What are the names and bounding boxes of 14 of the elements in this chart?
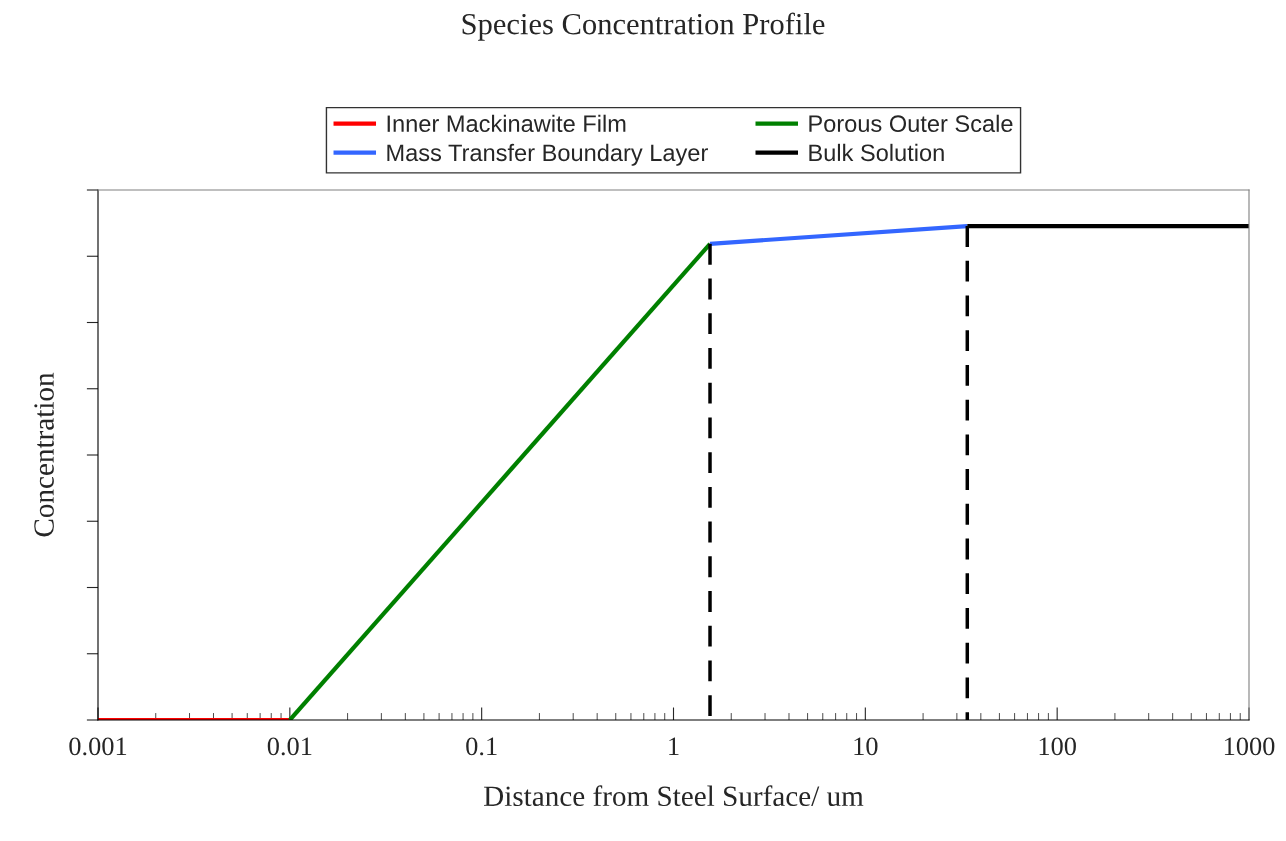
chart-title: Species Concentration Profile [462,12,825,41]
legend-label: Mass Transfer Boundary Layer [387,143,708,166]
legend-label: Porous Outer Scale [809,114,1013,133]
x-tick-label: 100 [1039,737,1076,756]
x-tick-label: 0.01 [267,737,312,756]
x-tick-label: 1000 [1224,737,1275,756]
x-axis-title: Distance from Steel Surface/ um [484,785,864,807]
x-tick-label: 1 [669,737,679,755]
x-tick-label: 0.001 [69,737,127,756]
x-tick-label: 10 [854,737,878,756]
x-tick-label: 0.1 [466,737,497,756]
y-axis-title: Concentration [34,372,54,537]
legend-label: Inner Mackinawite Film [387,114,626,133]
legend-label: Bulk Solution [809,143,944,162]
